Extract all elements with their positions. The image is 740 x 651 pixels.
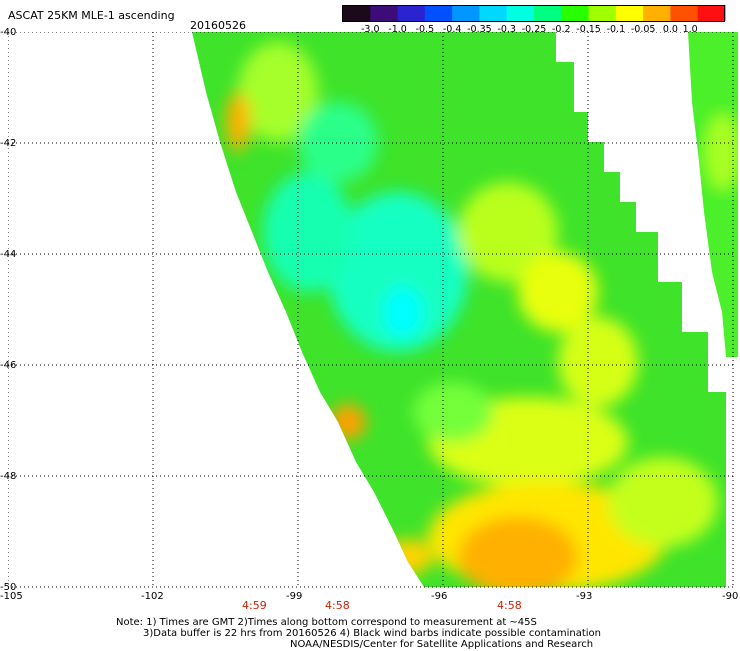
lat-label: -44 <box>0 249 17 260</box>
note-line-1: Note: 1) Times are GMT 2)Times along bot… <box>116 617 537 628</box>
colorbar-swatch <box>561 5 590 21</box>
colorbar-frame <box>342 5 725 22</box>
colorbar-tick-label: -0.2 <box>552 24 571 33</box>
colorbar-tick-label: 0.0 <box>663 24 678 33</box>
lat-label: -42 <box>0 138 17 149</box>
lat-label: -46 <box>0 360 17 371</box>
colorbar-tick-label: -0.35 <box>467 24 492 33</box>
lat-label: -50 <box>0 582 17 593</box>
colorbar-tick-label: 1.0 <box>683 24 698 33</box>
colorbar: -3.0 -1.0 -0.5 -0.4 -0.35 -0.3 -0.25 -0.2 -0.15-… <box>342 5 726 33</box>
product-title: ASCAT 25KM MLE-1 ascending <box>8 9 175 22</box>
colorbar-tick-label: -0.25 <box>522 24 547 33</box>
colorbar-swatch <box>534 5 562 21</box>
colorbar-swatch <box>506 5 535 21</box>
colorbar-tick-label: -0.1 <box>607 24 626 33</box>
colorbar-tick-label: -0.5 <box>416 24 435 33</box>
colorbar-swatch <box>697 5 726 21</box>
colorbar-labels: -3.0 -1.0 -0.5 -0.4 -0.35 -0.3 -0.25 -0.2 -0.15-… <box>361 24 698 33</box>
pass-time: 4:58 <box>325 599 350 612</box>
lon-label: -96 <box>431 591 448 602</box>
lat-lon-grid <box>8 32 734 588</box>
lon-label: -102 <box>141 591 164 602</box>
colorbar-swatch <box>343 5 371 21</box>
colorbar-swatch <box>615 5 644 21</box>
wind-mle-map <box>8 32 738 588</box>
product-date: 20160526 <box>190 19 246 32</box>
lon-label: -93 <box>576 591 593 602</box>
pass-time: 4:58 <box>497 599 522 612</box>
note-line-3: NOAA/NESDIS/Center for Satellite Applica… <box>290 639 594 650</box>
lat-label: -48 <box>0 471 17 482</box>
lon-label: -105 <box>0 591 23 602</box>
colorbar-tick-label: -0.15 <box>576 24 601 33</box>
note-line-2: 3)Data buffer is 22 hrs from 20160526 4)… <box>143 628 601 639</box>
colorbar-swatch <box>424 5 453 21</box>
colorbar-tick-label: -0.05 <box>631 24 656 33</box>
swath-main <box>192 32 726 587</box>
colorbar-swatch <box>397 5 426 21</box>
colorbar-swatch <box>643 5 671 21</box>
colorbar-tick-label: -0.3 <box>497 24 516 33</box>
colorbar-tick-label: -0.4 <box>443 24 462 33</box>
colorbar-swatch <box>670 5 699 21</box>
colorbar-swatch <box>588 5 617 21</box>
colorbar-swatch <box>452 5 480 21</box>
pass-time: 4:59 <box>242 599 267 612</box>
colorbar-tick-label: -3.0 <box>361 24 380 33</box>
colorbar-tick-label: -1.0 <box>388 24 407 33</box>
lon-label: -90 <box>722 591 739 602</box>
colorbar-swatches <box>342 5 726 22</box>
lat-label: -40 <box>0 27 17 38</box>
colorbar-swatch <box>370 5 399 21</box>
lon-label: -99 <box>286 591 303 602</box>
colorbar-swatch <box>479 5 508 21</box>
swath-right <box>688 32 738 357</box>
